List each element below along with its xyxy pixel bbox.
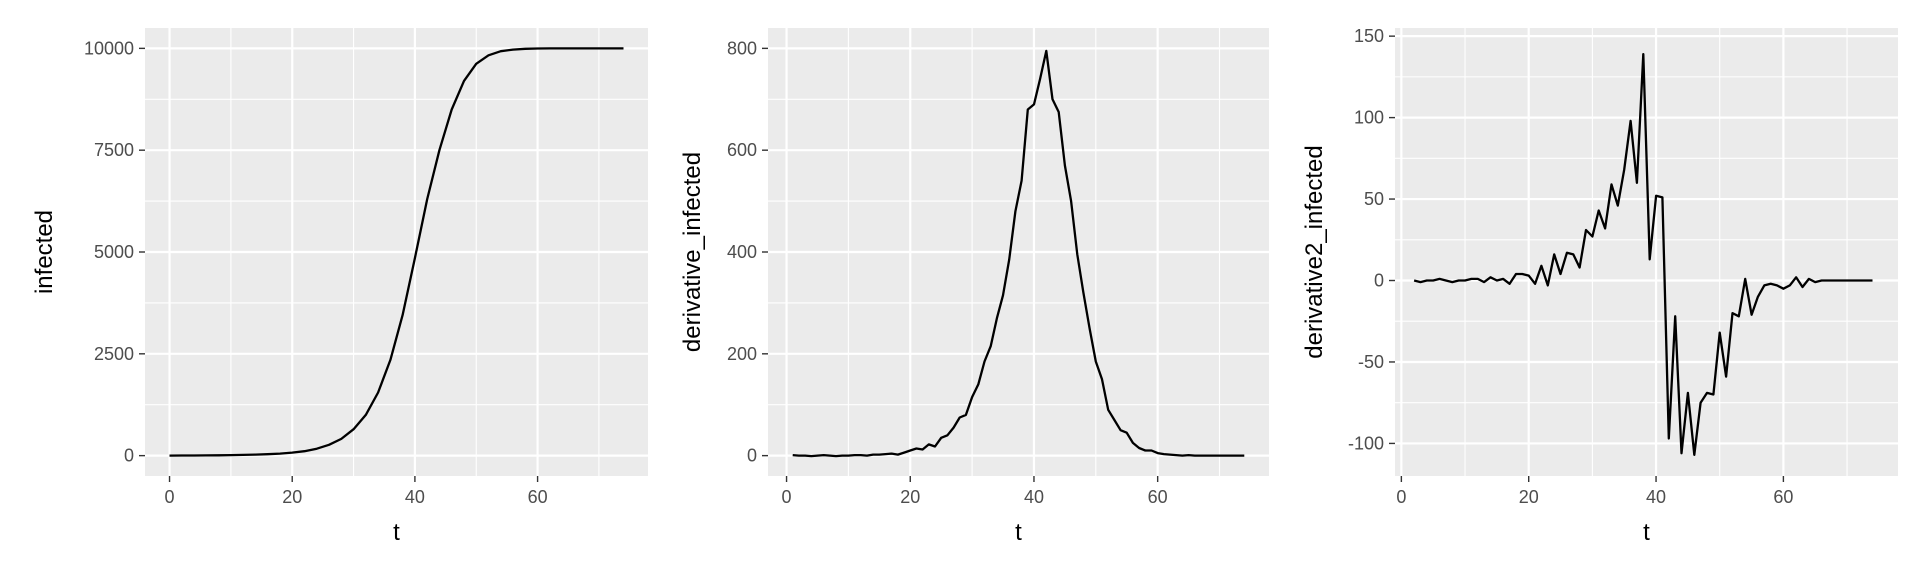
x-tick-label: 20 — [1519, 487, 1539, 507]
y-tick-label: 5000 — [94, 242, 134, 262]
y-tick-label: -100 — [1348, 433, 1384, 453]
y-tick-label: 0 — [747, 446, 757, 466]
x-tick-label: 40 — [1646, 487, 1666, 507]
x-tick-label: 60 — [1148, 487, 1168, 507]
chart-panel-derivative2-infected: 0 20 40 60 -100 -50 0 50 100 150 t derivative2_infe… — [1301, 26, 1898, 546]
y-tick-label: 7500 — [94, 140, 134, 160]
x-tick-label: 0 — [165, 487, 175, 507]
y-axis-title: derivative_infected — [679, 152, 706, 352]
y-tick-label: 400 — [727, 242, 757, 262]
y-tick-label: 800 — [727, 38, 757, 58]
series-line — [169, 47, 624, 457]
y-axis-title: derivative2_infected — [1301, 145, 1328, 358]
x-axis-title: t — [1643, 519, 1650, 546]
y-tick-label: 600 — [727, 140, 757, 160]
x-axis-title: t — [1015, 519, 1022, 546]
y-tick-label: 2500 — [94, 344, 134, 364]
x-tick-label: 20 — [900, 487, 920, 507]
series-line — [1413, 52, 1873, 456]
y-tick-label: 0 — [1374, 271, 1384, 291]
y-axis-title: infected — [31, 210, 58, 294]
y-tick-label: 150 — [1354, 26, 1384, 46]
x-axis-title: t — [393, 519, 400, 546]
y-tick-label: 0 — [124, 446, 134, 466]
series-line — [792, 49, 1245, 458]
x-tick-label: 0 — [782, 487, 792, 507]
x-tick-label: 20 — [282, 487, 302, 507]
y-tick-label: 100 — [1354, 108, 1384, 128]
x-tick-label: 40 — [405, 487, 425, 507]
plot-background — [1395, 28, 1898, 476]
y-tick-label: -50 — [1358, 352, 1384, 372]
y-tick-label: 10000 — [84, 38, 134, 58]
x-tick-label: 60 — [528, 487, 548, 507]
x-tick-label: 40 — [1024, 487, 1044, 507]
x-tick-label: 0 — [1396, 487, 1406, 507]
chart-panel-infected: 0 20 40 60 0 2500 5000 7500 10000 t infected — [31, 28, 648, 546]
x-tick-label: 60 — [1773, 487, 1793, 507]
y-tick-label: 200 — [727, 344, 757, 364]
y-tick-label: 50 — [1364, 189, 1384, 209]
